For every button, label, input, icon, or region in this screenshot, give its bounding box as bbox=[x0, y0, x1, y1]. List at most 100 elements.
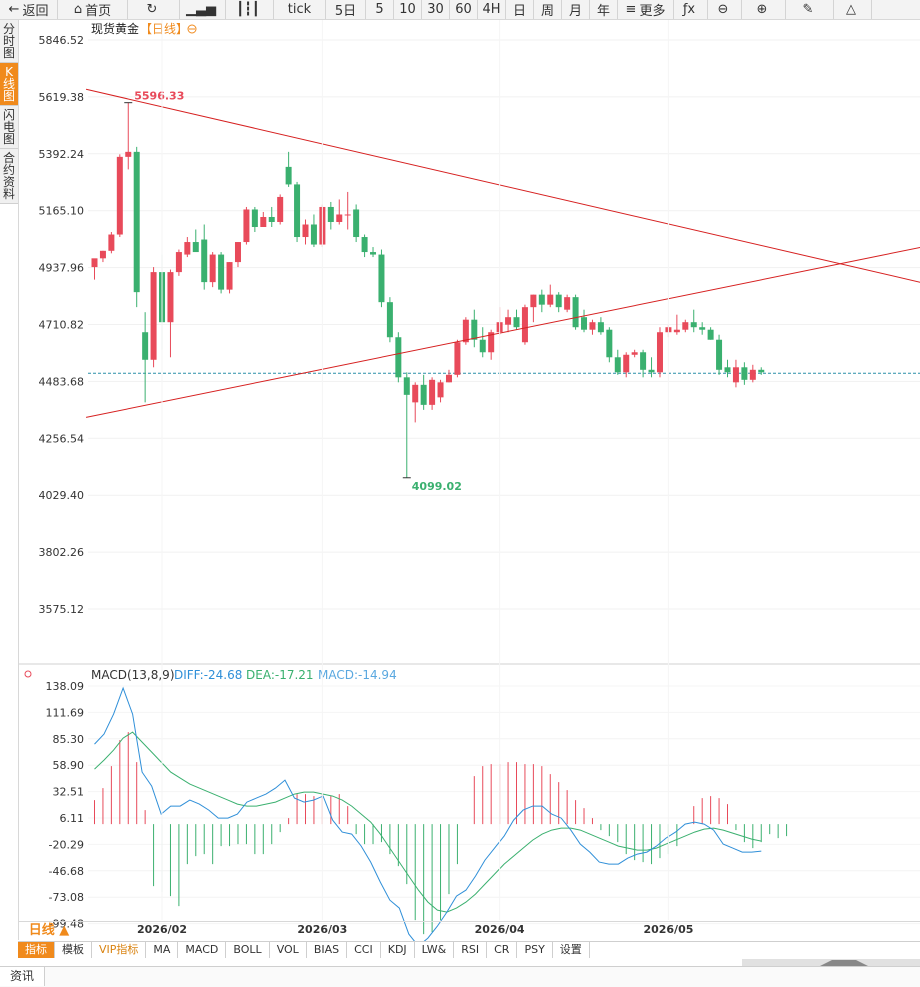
candle-body bbox=[133, 151, 140, 293]
candle-body bbox=[749, 369, 756, 380]
indicator-tab-kdj[interactable]: KDJ bbox=[380, 942, 415, 958]
toolbar-button-0[interactable]: ← 返回 bbox=[0, 0, 58, 19]
candle-body bbox=[741, 367, 748, 380]
toolbar-button-9[interactable]: 30 bbox=[422, 0, 450, 19]
toolbar-button-19[interactable]: ⊕ bbox=[742, 0, 786, 19]
toolbar-button-2[interactable]: ↻ bbox=[128, 0, 180, 19]
candle-body bbox=[218, 254, 225, 290]
indicator-tab-macd[interactable]: MACD bbox=[178, 942, 227, 958]
side-tab-2[interactable]: 闪电图 bbox=[0, 106, 18, 149]
candle-body bbox=[142, 332, 149, 360]
candle-body bbox=[581, 317, 588, 330]
candle-body bbox=[513, 317, 520, 328]
candle-body bbox=[589, 322, 596, 330]
candle-body bbox=[454, 342, 461, 375]
candle-body bbox=[116, 156, 123, 235]
period-selector-button[interactable]: 日线 ▲ bbox=[28, 923, 70, 938]
toolbar-button-3[interactable]: ▁▃▅ bbox=[180, 0, 226, 19]
toolbar-button-16[interactable]: ≡ 更多 bbox=[618, 0, 674, 19]
indicator-tab-ma[interactable]: MA bbox=[146, 942, 179, 958]
toolbar-button-8[interactable]: 10 bbox=[394, 0, 422, 19]
macd-axis-label: 111.69 bbox=[46, 706, 85, 719]
toolbar-button-7[interactable]: 5 bbox=[366, 0, 394, 19]
indicator-tab-lw&[interactable]: LW& bbox=[414, 942, 455, 958]
refresh-icon: ↻ bbox=[146, 2, 158, 17]
candle-body bbox=[445, 374, 452, 383]
back-arrow-icon: ← bbox=[8, 2, 20, 17]
date-axis-bar bbox=[19, 921, 920, 942]
candlestick-chart[interactable]: 5846.52 5619.38 5392.24 5165.10 4937.96 4710.… bbox=[0, 0, 920, 966]
indicator-tab-设置[interactable]: 设置 bbox=[552, 942, 590, 958]
toolbar-button-13[interactable]: 周 bbox=[534, 0, 562, 19]
candle-body bbox=[353, 209, 360, 238]
macd-axis-label: 6.11 bbox=[60, 812, 85, 825]
candle-body bbox=[538, 294, 545, 305]
toolbar-button-10[interactable]: 60 bbox=[450, 0, 478, 19]
macd-axis-label: -20.29 bbox=[49, 838, 84, 851]
indicator-tab-bias[interactable]: BIAS bbox=[306, 942, 348, 958]
toolbar-button-20[interactable]: ✎ bbox=[786, 0, 834, 19]
candle-body bbox=[294, 184, 301, 238]
toolbar-button-12[interactable]: 日 bbox=[506, 0, 534, 19]
candle-body bbox=[243, 209, 250, 243]
toolbar-button-4[interactable]: ┃┇┃ bbox=[226, 0, 274, 19]
candlestick-icon: ┃┇┃ bbox=[236, 2, 260, 17]
toolbar-button-21[interactable]: △ bbox=[834, 0, 872, 19]
date-axis-label: 2026/02 bbox=[137, 923, 187, 936]
news-tab[interactable]: 资讯 bbox=[0, 967, 46, 986]
candle-body bbox=[530, 294, 537, 308]
indicator-sun-icon bbox=[24, 670, 32, 678]
toolbar-button-18[interactable]: ⊖ bbox=[708, 0, 742, 19]
macd-diff-value: DIFF:-24.68 bbox=[174, 668, 242, 682]
candle-body bbox=[724, 367, 731, 373]
macd-axis-label: -73.08 bbox=[49, 891, 84, 904]
toolbar-button-1[interactable]: ⌂ 首页 bbox=[58, 0, 128, 19]
macd-label: MACD(13,8,9) bbox=[91, 668, 175, 682]
candle-body bbox=[631, 352, 638, 355]
macd-axis-label: 32.51 bbox=[53, 786, 85, 799]
zoom-out-icon: ⊖ bbox=[717, 2, 729, 17]
side-tab-0[interactable]: 分时图 bbox=[0, 20, 18, 63]
high-annotation: 5596.33 bbox=[134, 90, 184, 103]
side-tabs: 分时图 K线图 闪电图 合约资料 bbox=[0, 20, 18, 204]
price-axis-label: 5392.24 bbox=[39, 148, 85, 161]
toolbar-label: tick bbox=[287, 2, 312, 17]
candle-body bbox=[251, 209, 258, 228]
candle-body bbox=[234, 242, 241, 263]
candle-body bbox=[192, 242, 199, 253]
indicator-tab-指标[interactable]: 指标 bbox=[18, 942, 55, 958]
candle-body bbox=[462, 319, 469, 343]
indicator-tab-vol[interactable]: VOL bbox=[269, 942, 307, 958]
toolbar-label: 返回 bbox=[22, 4, 49, 19]
candle-body bbox=[336, 214, 343, 222]
zoom-in-icon: ⊕ bbox=[756, 2, 768, 17]
indicator-tab-boll[interactable]: BOLL bbox=[226, 942, 270, 958]
toolbar-button-17[interactable]: ƒx bbox=[674, 0, 708, 19]
toolbar-button-15[interactable]: 年 bbox=[590, 0, 618, 19]
indicator-tab-模板[interactable]: 模板 bbox=[55, 942, 92, 958]
indicator-tab-psy[interactable]: PSY bbox=[517, 942, 553, 958]
toolbar-label: 日 bbox=[512, 4, 526, 19]
price-axis-label: 4483.68 bbox=[39, 375, 85, 388]
candle-body bbox=[403, 377, 410, 395]
indicator-tab-cci[interactable]: CCI bbox=[347, 942, 381, 958]
indicator-tab-vip指标[interactable]: VIP指标 bbox=[92, 942, 147, 958]
settings-circle-icon bbox=[187, 24, 197, 34]
price-axis-label: 3802.26 bbox=[39, 546, 85, 559]
toolbar-button-14[interactable]: 月 bbox=[562, 0, 590, 19]
toolbar-button-5[interactable]: tick bbox=[274, 0, 326, 19]
side-tab-3[interactable]: 合约资料 bbox=[0, 149, 18, 204]
candle-body bbox=[758, 369, 765, 373]
toolbar-button-11[interactable]: 4H bbox=[478, 0, 506, 19]
scroll-arrow-icon[interactable] bbox=[820, 960, 868, 966]
candle-body bbox=[656, 332, 663, 373]
side-tab-1[interactable]: K线图 bbox=[0, 63, 18, 106]
candle-body bbox=[167, 272, 174, 323]
toolbar-button-6[interactable]: 5日 bbox=[326, 0, 366, 19]
candle-body bbox=[108, 234, 115, 251]
indicator-tab-cr[interactable]: CR bbox=[487, 942, 518, 958]
toolbar-label: 年 bbox=[596, 4, 610, 19]
candle-body bbox=[429, 379, 436, 405]
indicator-tab-rsi[interactable]: RSI bbox=[454, 942, 488, 958]
toolbar-label: 5 bbox=[375, 2, 384, 17]
